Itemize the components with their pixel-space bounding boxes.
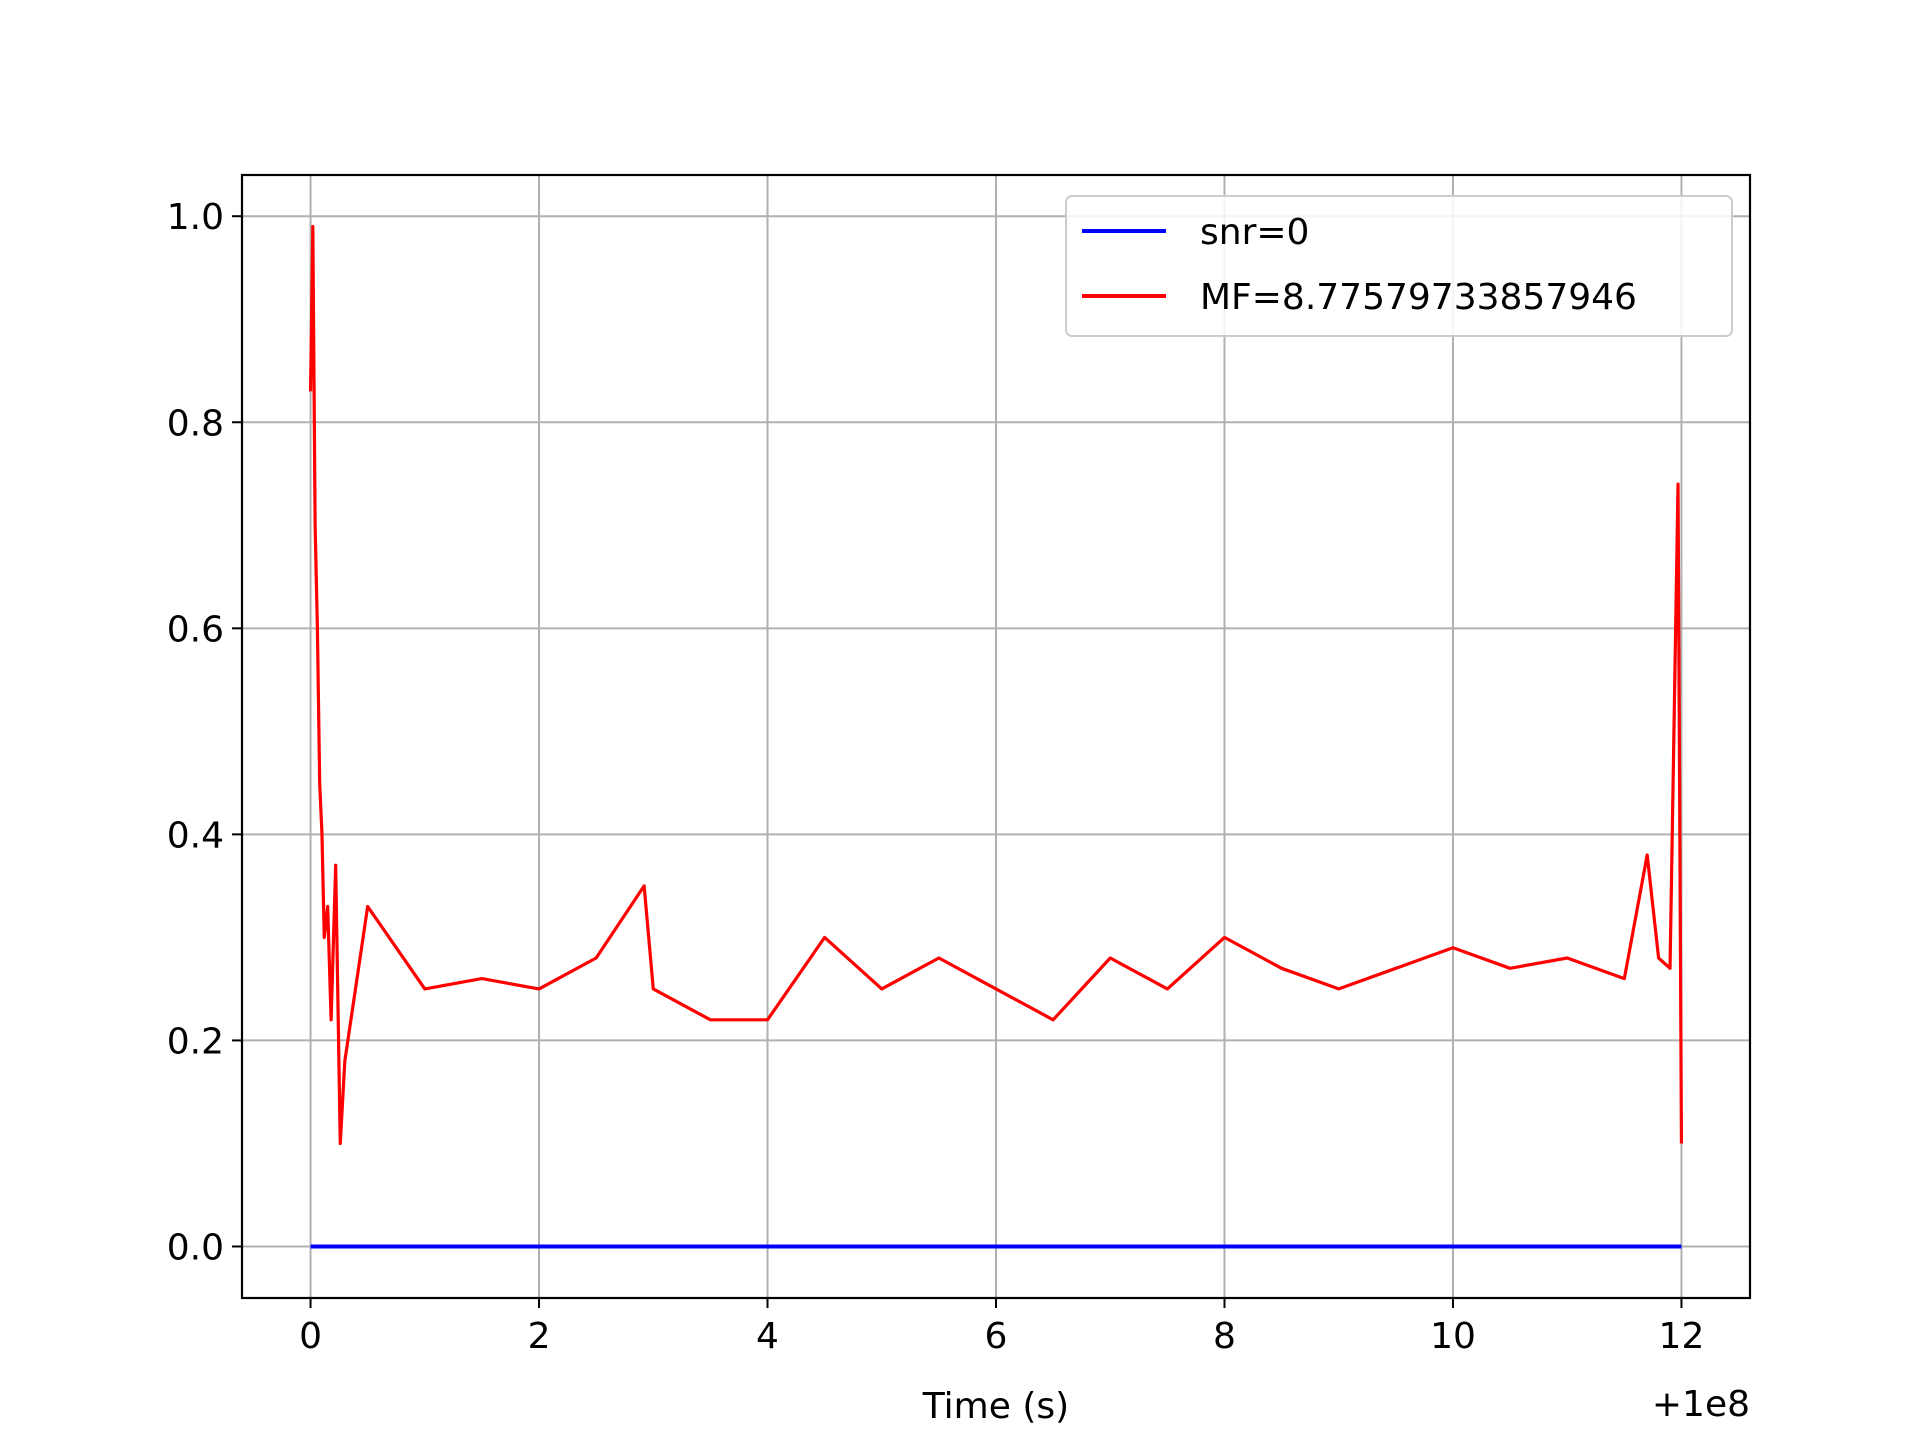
series-line-1 [308,224,1684,1146]
axes: 0 2 4 6 8 10 12 0.0 0.2 0.4 0.6 0.8 1.0 [167,197,1705,1357]
x-axis-offset-label: +1e8 [1652,1384,1750,1425]
y-tick-label: 1.0 [167,197,224,238]
x-tick-label: 0 [299,1316,322,1357]
y-tick-label: 0.0 [167,1227,224,1268]
y-tick-label: 0.6 [167,609,224,650]
x-tick-label: 2 [528,1316,551,1357]
x-tick-label: 10 [1430,1316,1476,1357]
x-tick-label: 8 [1213,1316,1236,1357]
legend-label: snr=0 [1200,212,1309,253]
x-tick-label: 12 [1659,1316,1705,1357]
series-lines [308,224,1684,1249]
y-tick-label: 0.2 [167,1021,224,1062]
legend-label: MF=8.77579733857946 [1200,277,1637,318]
legend-box [1065,195,1733,337]
x-axis-label: Time (s) [922,1386,1069,1427]
legend: snr=0 MF=8.77579733857946 [1065,195,1733,337]
x-tick-label: 6 [985,1316,1008,1357]
y-tick-label: 0.4 [167,815,224,856]
y-tick-label: 0.8 [167,403,224,444]
x-tick-label: 4 [756,1316,779,1357]
